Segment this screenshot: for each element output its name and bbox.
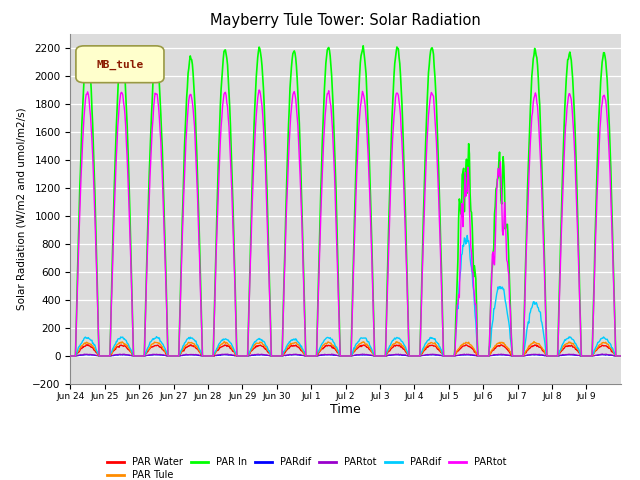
FancyBboxPatch shape (76, 46, 164, 83)
Y-axis label: Solar Radiation (W/m2 and umol/m2/s): Solar Radiation (W/m2 and umol/m2/s) (17, 108, 27, 310)
X-axis label: Time: Time (330, 403, 361, 417)
Text: MB_tule: MB_tule (96, 60, 143, 70)
Title: Mayberry Tule Tower: Solar Radiation: Mayberry Tule Tower: Solar Radiation (210, 13, 481, 28)
Legend: PAR Water, PAR Tule, PAR In, PARdif, PARtot, PARdif, PARtot: PAR Water, PAR Tule, PAR In, PARdif, PAR… (103, 454, 510, 480)
